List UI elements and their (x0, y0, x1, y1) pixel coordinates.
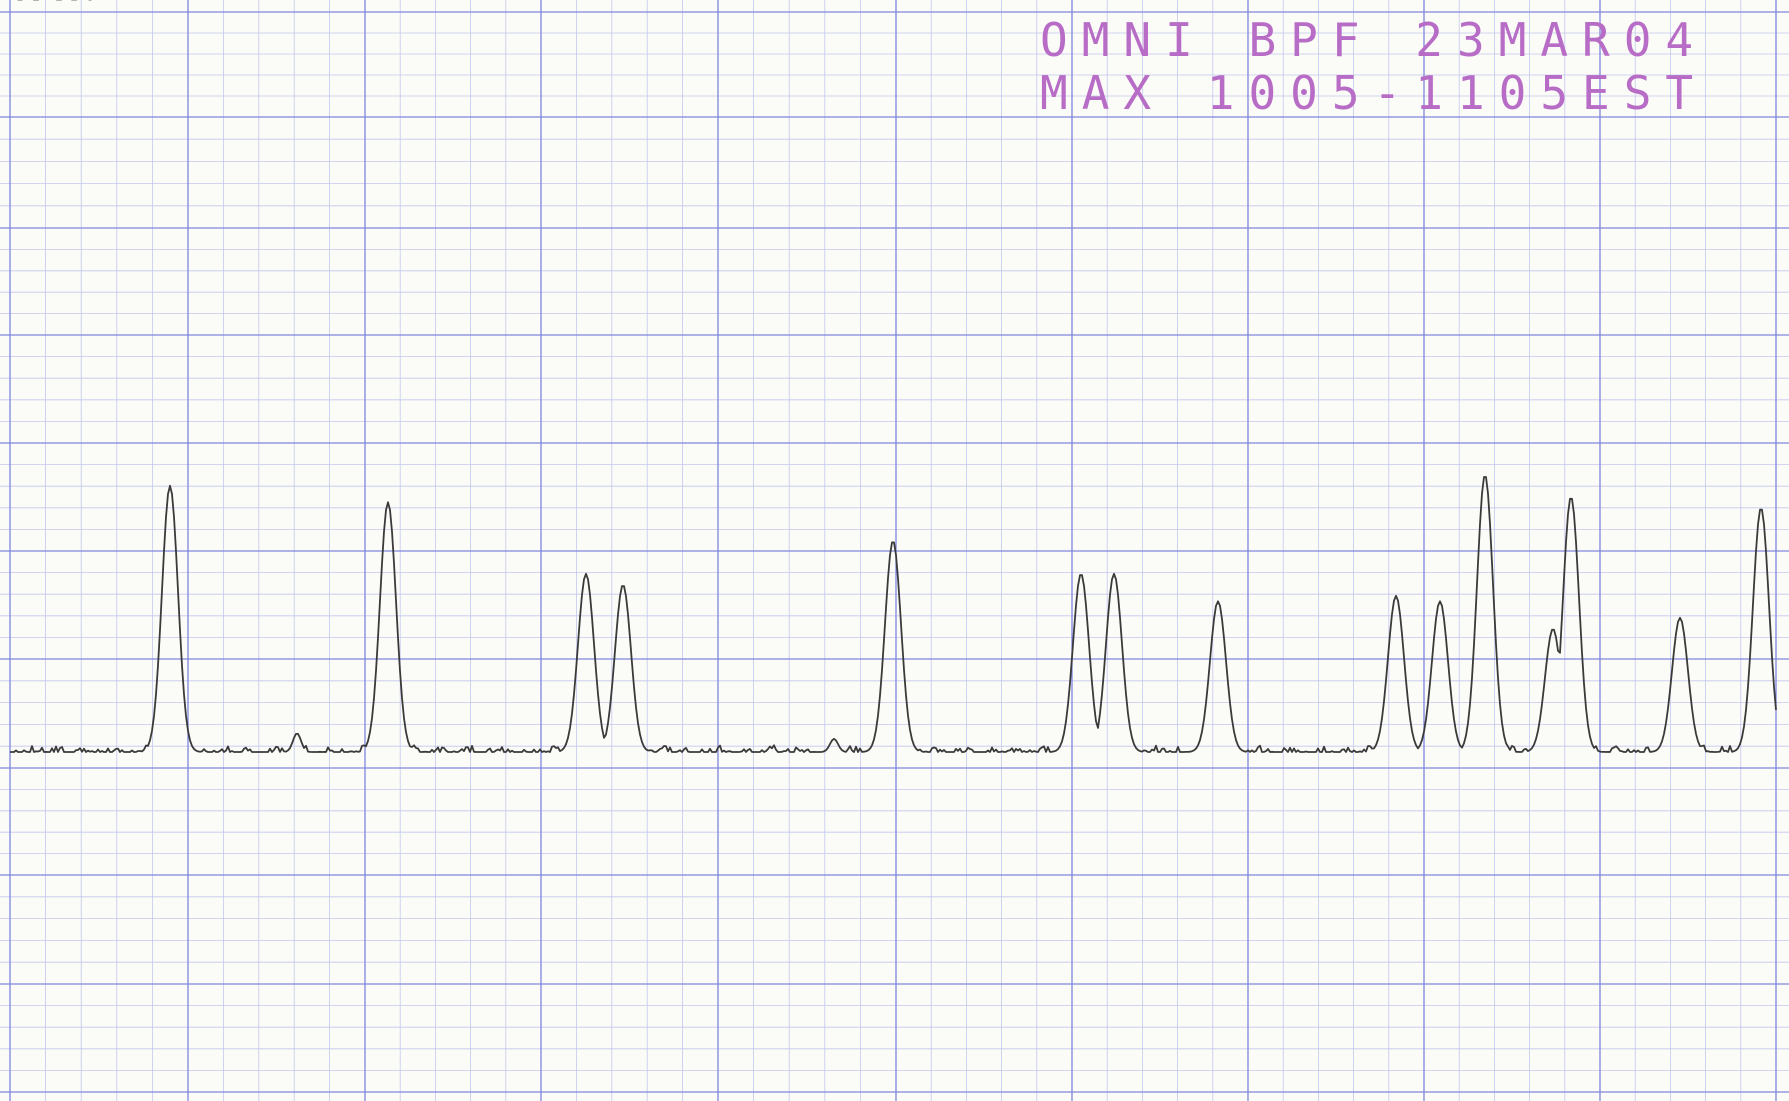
peak-label: 154.980 (0, 0, 99, 6)
peak-label: 158.720 (0, 0, 99, 6)
peak-label: 155.970 (0, 0, 99, 6)
peak-label: 159.020 (0, 0, 99, 6)
peak-label: 156.990 (0, 0, 99, 6)
peak-label: 157.750 (0, 0, 99, 6)
peak-label: 157.640 (0, 0, 99, 6)
spectrum-trace-group (10, 476, 1777, 753)
chart-header-line1: OMNI BPF 23MAR04 (1040, 13, 1707, 67)
peak-label: 159.260 (0, 0, 99, 6)
peak-label: 156.050 (0, 0, 99, 6)
spectrum-trace (10, 476, 1777, 753)
peak-label: 159.320 (0, 0, 99, 6)
peak-label: 159.950 (0, 0, 99, 6)
peak-label: 155.280 (0, 0, 99, 6)
peak-label: 154.540 (0, 0, 99, 6)
peak-label: 158.870 (0, 0, 99, 6)
peak-label: 156.800 (0, 0, 99, 6)
chart-header-line2: MAX 1005-1105EST (1040, 66, 1707, 120)
peak-labels: 154.540154.980155.280155.970156.050156.0… (0, 0, 99, 6)
peak-label: 158.110 (0, 0, 99, 6)
peak-label: 156.090 (0, 0, 99, 6)
peak-label: 159.670 (0, 0, 99, 6)
